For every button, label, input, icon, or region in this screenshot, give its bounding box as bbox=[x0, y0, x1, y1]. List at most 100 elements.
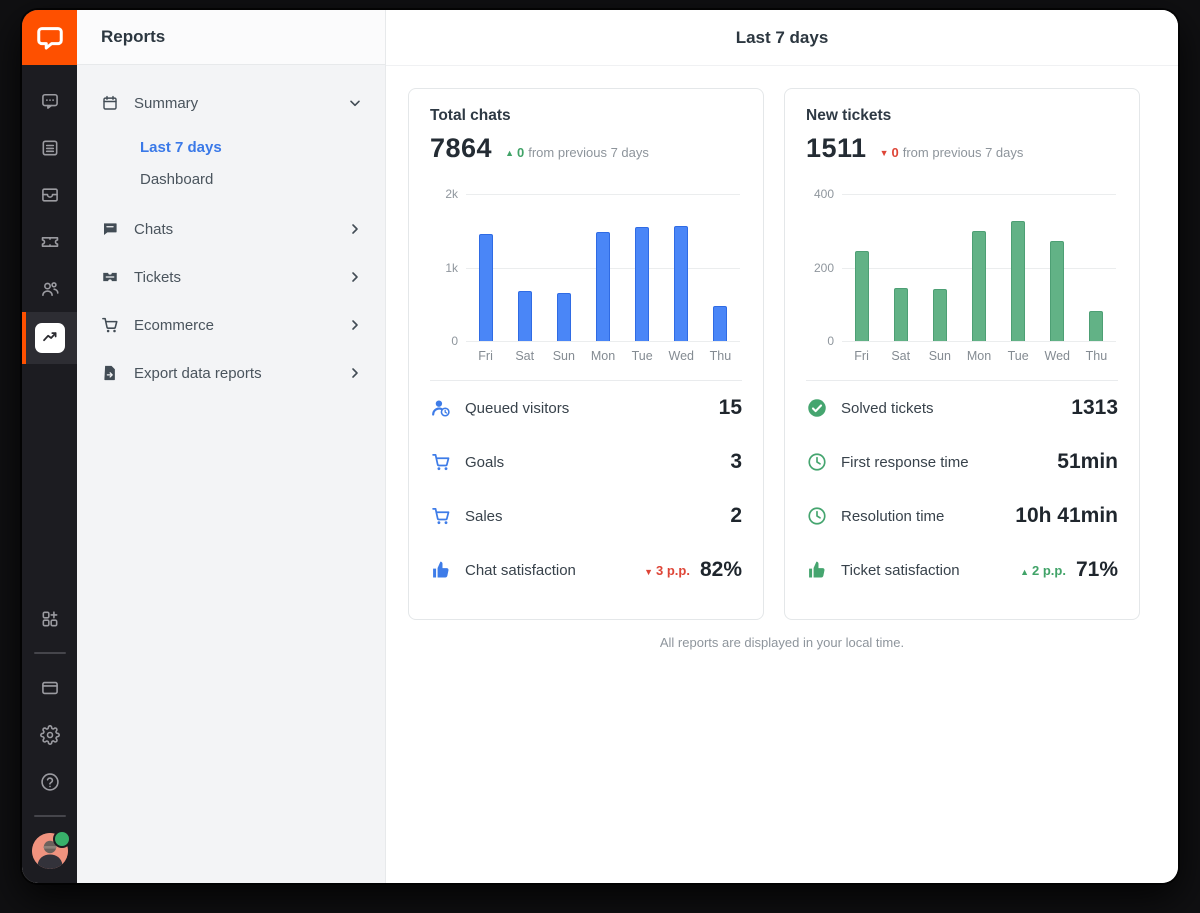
chevron-down-icon bbox=[347, 95, 363, 111]
bar-sun[interactable] bbox=[932, 289, 947, 341]
stat-label: Sales bbox=[465, 507, 503, 525]
rail-item-apps[interactable] bbox=[22, 595, 77, 642]
stat-label: Solved tickets bbox=[841, 399, 934, 417]
bar-thu[interactable] bbox=[1089, 311, 1104, 341]
bar-column bbox=[1038, 194, 1077, 341]
y-axis-tick: 400 bbox=[813, 187, 834, 201]
bar-fri[interactable] bbox=[478, 234, 493, 341]
stat-row-queued-visitors[interactable]: Queued visitors 15 bbox=[430, 381, 742, 435]
bar-column bbox=[701, 194, 740, 341]
bar-sat[interactable] bbox=[517, 291, 532, 341]
bars-group bbox=[842, 194, 1116, 341]
rail-spacer bbox=[22, 364, 77, 595]
stat-value: 15 bbox=[718, 396, 742, 419]
sidebar-header: Reports bbox=[77, 10, 385, 65]
stat-row-ticket-satisfaction[interactable]: Ticket satisfaction ▲ 2 p.p. 71% bbox=[806, 543, 1118, 597]
rail-item-settings[interactable] bbox=[22, 711, 77, 758]
stat-row-first-response-time[interactable]: First response time 51min bbox=[806, 435, 1118, 489]
local-time-note: All reports are displayed in your local … bbox=[659, 635, 905, 650]
stat-value: 1313 bbox=[1071, 396, 1118, 419]
sidebar-item-dashboard[interactable]: Dashboard bbox=[140, 170, 214, 188]
x-axis-label: Thu bbox=[1085, 349, 1108, 363]
bars-group bbox=[466, 194, 740, 341]
stat-label: Ticket satisfaction bbox=[841, 561, 960, 579]
sidebar-item-tickets[interactable]: Tickets bbox=[77, 253, 385, 301]
thumb-up-icon bbox=[806, 560, 828, 580]
total-chats-bar-chart: 2k 1k 0 bbox=[430, 187, 742, 348]
rail-item-team[interactable] bbox=[22, 265, 77, 312]
rail-bottom-nav bbox=[22, 595, 77, 883]
chevron-right-icon bbox=[347, 269, 363, 285]
sidebar-item-ecommerce[interactable]: Ecommerce bbox=[77, 301, 385, 349]
sidebar-item-summary[interactable]: Summary bbox=[77, 79, 385, 127]
card-total-row: 7864 ▲ 0 from previous 7 days bbox=[430, 133, 742, 164]
x-axis-label: Sun bbox=[928, 349, 951, 363]
queued-visitor-icon bbox=[430, 398, 452, 418]
sidebar-title: Reports bbox=[101, 27, 166, 46]
stat-value: 71% bbox=[1075, 558, 1118, 581]
livechat-logo[interactable] bbox=[22, 10, 77, 65]
delta-text: from previous 7 days bbox=[528, 145, 649, 160]
sidebar-item-chats[interactable]: Chats bbox=[77, 205, 385, 253]
bar-thu[interactable] bbox=[713, 306, 728, 341]
cart-icon bbox=[430, 452, 452, 472]
rail-item-traffic[interactable] bbox=[22, 171, 77, 218]
stat-row-chat-satisfaction[interactable]: Chat satisfaction ▼ 3 p.p. 82% bbox=[430, 543, 742, 597]
thumb-up-icon bbox=[430, 560, 452, 580]
chart-gridline bbox=[466, 341, 740, 342]
livechat-bubble-icon bbox=[35, 23, 65, 53]
delta-summary: ▼ 0 from previous 7 days bbox=[880, 145, 1024, 160]
clock-icon bbox=[806, 452, 828, 472]
y-axis-tick: 0 bbox=[451, 334, 458, 348]
sidebar-item-export-data-reports[interactable]: Export data reports bbox=[77, 349, 385, 397]
y-axis-tick: 1k bbox=[445, 260, 458, 275]
stat-label: First response time bbox=[841, 453, 969, 471]
archives-icon bbox=[40, 138, 60, 158]
card-total-row: 1511 ▼ 0 from previous 7 days bbox=[806, 133, 1118, 164]
sidebar-item-last-7-days[interactable]: Last 7 days bbox=[140, 138, 222, 156]
bar-column bbox=[662, 194, 701, 341]
x-axis-label: Tue bbox=[631, 349, 653, 363]
delta-up-icon: ▲ bbox=[1020, 566, 1030, 577]
stat-row-goals[interactable]: Goals 3 bbox=[430, 435, 742, 489]
stat-value: 3 bbox=[730, 450, 742, 473]
bar-sun[interactable] bbox=[556, 293, 571, 341]
page-title: Last 7 days bbox=[735, 27, 829, 47]
bar-mon[interactable] bbox=[971, 231, 986, 341]
bar-wed[interactable] bbox=[1050, 241, 1065, 341]
rail-divider bbox=[33, 815, 66, 817]
x-axis-label: Wed bbox=[668, 349, 695, 363]
new-tickets-bar-chart: 400 200 0 bbox=[806, 187, 1118, 348]
delta-text: from previous 7 days bbox=[902, 145, 1024, 160]
total-value: 7864 bbox=[430, 133, 493, 163]
bar-tue[interactable] bbox=[1011, 221, 1026, 341]
stat-value: 51min bbox=[1057, 450, 1118, 473]
summary-children: Last 7 days Dashboard bbox=[77, 127, 385, 205]
stat-row-solved-tickets[interactable]: Solved tickets 1313 bbox=[806, 381, 1118, 435]
delta-value: 0 bbox=[891, 145, 899, 160]
icon-rail bbox=[22, 10, 77, 883]
stat-row-resolution-time[interactable]: Resolution time 10h 41min bbox=[806, 489, 1118, 543]
bar-column bbox=[505, 194, 544, 341]
rail-item-tickets[interactable] bbox=[22, 218, 77, 265]
rail-item-help[interactable] bbox=[22, 758, 77, 805]
rail-item-chats[interactable] bbox=[22, 77, 77, 124]
card-title: New tickets bbox=[806, 107, 892, 124]
rail-item-reports[interactable] bbox=[22, 312, 77, 364]
rail-item-billing[interactable] bbox=[22, 664, 77, 711]
stat-row-sales[interactable]: Sales 2 bbox=[430, 489, 742, 543]
bar-tue[interactable] bbox=[635, 227, 650, 341]
rail-item-archives[interactable] bbox=[22, 124, 77, 171]
card-stats: Solved tickets 1313 First response time 51m… bbox=[806, 380, 1118, 597]
clock-icon bbox=[806, 506, 828, 526]
bar-sat[interactable] bbox=[893, 288, 908, 341]
chart-gridline bbox=[466, 194, 740, 195]
bar-fri[interactable] bbox=[854, 251, 869, 341]
bar-mon[interactable] bbox=[595, 232, 610, 341]
user-avatar[interactable] bbox=[31, 830, 71, 869]
reports-content: Total chats 7864 ▲ 0 from previous 7 days … bbox=[386, 66, 1178, 650]
bar-wed[interactable] bbox=[674, 226, 689, 341]
inbox-icon bbox=[40, 185, 60, 205]
x-axis-label: Fri bbox=[854, 349, 869, 363]
y-axis-tick: 2k bbox=[445, 187, 458, 201]
